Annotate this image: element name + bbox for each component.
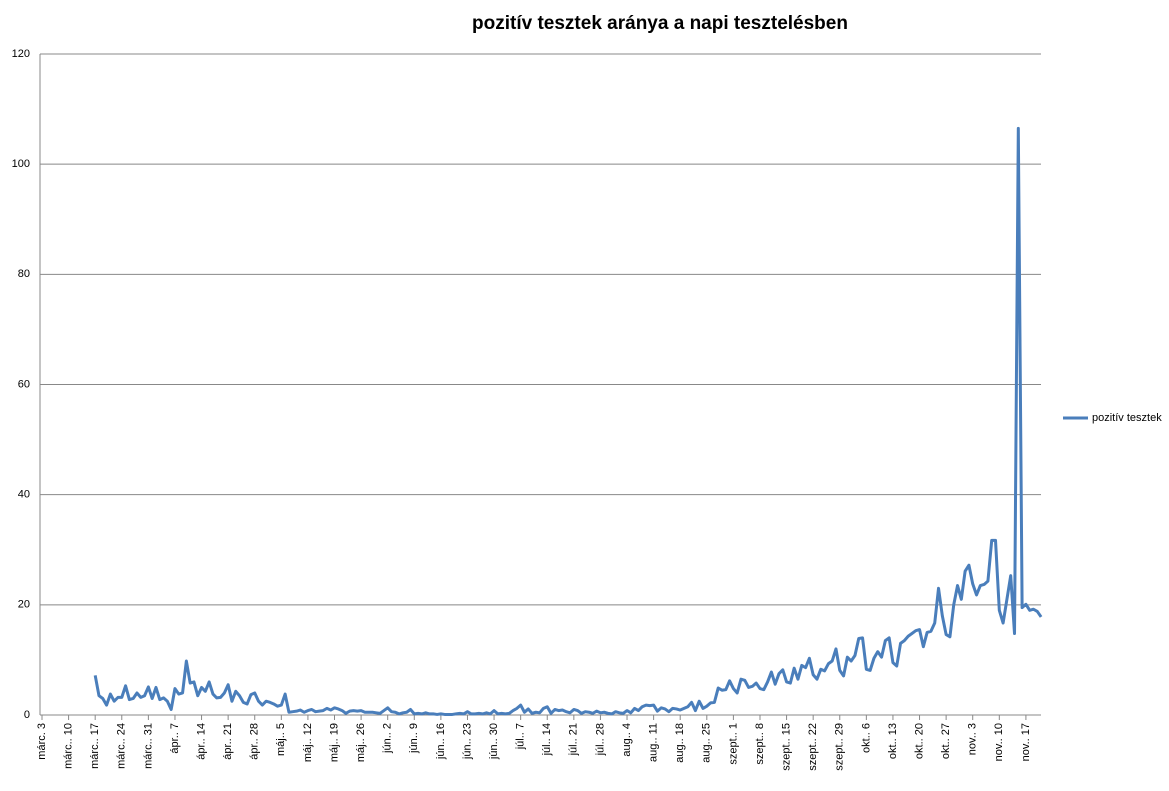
x-tick-label: ápr.. 7 — [169, 723, 181, 754]
x-tick-label: szept.. 1 — [727, 723, 739, 765]
x-tick-label: jún.. 30 — [488, 723, 500, 760]
x-tick-label: okt.. 13 — [887, 723, 899, 759]
chart-title: pozitív tesztek aránya a napi tesztelésb… — [472, 13, 848, 34]
x-tick-label: márc.. 31 — [142, 723, 154, 769]
x-tick-label: júl.. 21 — [568, 723, 580, 756]
y-tick-label: 40 — [18, 489, 30, 501]
x-tick-label: aug.. 18 — [674, 723, 686, 763]
x-tick-label: okt.. 20 — [913, 723, 925, 759]
x-tick-label: máj.. 26 — [355, 723, 367, 762]
x-tick-label: szept.. 8 — [754, 723, 766, 765]
x-tick-label: nov.. 3 — [967, 723, 979, 755]
legend-label: pozitív tesztek — [1092, 412, 1162, 424]
x-tick-label: márc.. 17 — [89, 723, 101, 769]
y-tick-label: 120 — [12, 48, 30, 60]
x-tick-label: márc. 3 — [36, 723, 48, 760]
y-tick-label: 20 — [18, 599, 30, 611]
data-line — [93, 126, 1043, 716]
x-tick-label: jún.. 16 — [435, 723, 447, 760]
x-tick-label: ápr.. 28 — [249, 723, 261, 760]
x-tick-label: júl.. 28 — [594, 723, 606, 756]
x-tick-label: szept.. 22 — [807, 723, 819, 771]
x-tick-label: jún.. 2 — [382, 723, 394, 754]
x-tick-label: szept.. 29 — [834, 723, 846, 771]
y-tick-label: 0 — [24, 709, 30, 721]
x-tick-label: júl.. 7 — [515, 723, 527, 750]
y-tick-label: 100 — [12, 158, 30, 170]
x-tick-label: nov.. 10 — [993, 723, 1005, 761]
x-tick-label: máj.. 5 — [275, 723, 287, 756]
x-tick-label: máj.. 12 — [302, 723, 314, 762]
x-tick-label: ápr.. 21 — [222, 723, 234, 760]
x-tick-label: aug.. 11 — [648, 723, 660, 762]
x-tick-label: szept.. 15 — [780, 723, 792, 771]
x-tick-label: márc.. 10 — [62, 723, 74, 769]
y-tick-label: 60 — [18, 378, 30, 390]
x-tick-label: jún.. 23 — [461, 723, 473, 760]
x-tick-label: júl.. 14 — [541, 723, 553, 756]
y-tick-label: 80 — [18, 268, 30, 280]
x-tick-label: máj.. 19 — [328, 723, 340, 762]
x-tick-label: ápr.. 14 — [195, 723, 207, 760]
x-tick-label: aug.. 4 — [621, 723, 633, 757]
x-tick-label: okt.. 6 — [860, 723, 872, 753]
x-tick-label: aug.. 25 — [701, 723, 713, 763]
x-tick-label: okt.. 27 — [940, 723, 952, 759]
x-tick-label: nov.. 17 — [1020, 723, 1032, 761]
x-tick-label: márc.. 24 — [116, 723, 128, 769]
x-tick-label: jún.. 9 — [408, 723, 420, 754]
